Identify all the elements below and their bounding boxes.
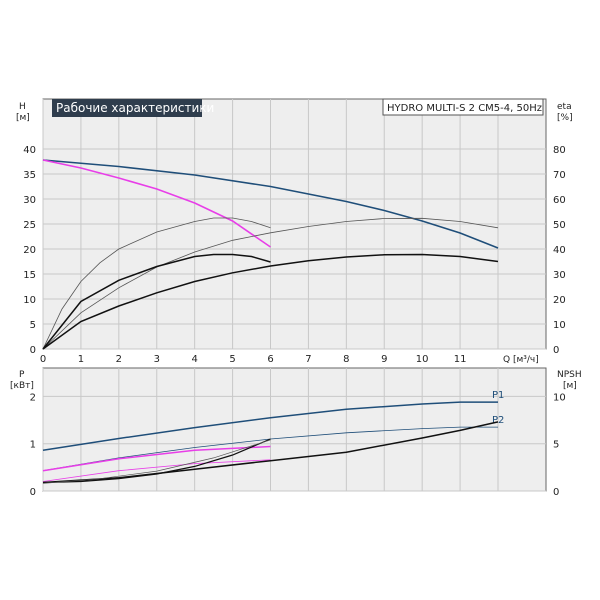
top-left-tick-label: 40 <box>23 145 36 156</box>
x-tick-label: 11 <box>454 354 467 365</box>
x-tick-label: 10 <box>416 354 429 365</box>
top-right-tick-label: 60 <box>553 195 566 206</box>
bottom-ticks: 0 1 2 0 5 10 <box>30 392 566 498</box>
top-left-tick-label: 20 <box>23 245 36 256</box>
top-series-line-5 <box>42 253 499 350</box>
bottom-series-line-5 <box>42 438 271 484</box>
top-grid <box>42 99 546 350</box>
x-tick-label: 5 <box>229 354 235 365</box>
top-series-line-0 <box>42 159 499 249</box>
top-left-tick-label: 5 <box>30 320 36 331</box>
top-right-tick-label: 10 <box>553 320 566 331</box>
x-tick-label: 3 <box>154 354 160 365</box>
bottom-right-tick-label: 10 <box>553 392 566 403</box>
model-label-box <box>382 98 544 116</box>
top-series-line-1 <box>42 159 271 248</box>
top-left-tick-label: 35 <box>23 170 36 181</box>
x-tick-label: 1 <box>78 354 84 365</box>
bottom-series-line-4 <box>42 421 499 484</box>
series-label-p1: P1 <box>492 390 504 401</box>
top-right-tick-label: 20 <box>553 295 566 306</box>
x-tick-label: 0 <box>40 354 46 365</box>
top-right-tick-label: 40 <box>553 245 566 256</box>
bottom-grid <box>42 368 546 492</box>
left-axis-unit-top: [м] <box>16 113 30 123</box>
bottom-series-line-2 <box>42 445 271 472</box>
bottom-series-line-0 <box>42 401 498 452</box>
top-series <box>42 159 499 350</box>
top-series-line-4 <box>42 253 271 350</box>
top-ticks: 0 5 10 15 20 25 30 35 40 0 10 20 30 40 50 60 70 80 0 1 2 3 4 5 6… <box>23 145 565 365</box>
left-axis-unit-bottom: [кВт] <box>10 381 34 391</box>
bottom-left-tick-label: 2 <box>30 392 36 403</box>
bottom-series: P1 P2 <box>42 390 504 484</box>
x-tick-label: 2 <box>116 354 122 365</box>
top-right-tick-label: 0 <box>553 345 559 356</box>
top-right-tick-label: 30 <box>553 270 566 281</box>
model-label: HYDRO MULTI-S 2 CM5-4, 50Hz <box>387 103 542 114</box>
left-axis-title-bottom: P <box>19 370 25 380</box>
bottom-series-line-6 <box>42 439 271 484</box>
right-axis-unit-bottom: [м] <box>563 381 577 391</box>
top-right-tick-label: 50 <box>553 220 566 231</box>
right-axis-title-top: eta <box>557 102 572 112</box>
top-left-tick-label: 25 <box>23 220 36 231</box>
bottom-left-tick-label: 0 <box>30 487 36 498</box>
x-tick-label: 8 <box>343 354 349 365</box>
x-tick-label: 7 <box>305 354 311 365</box>
bottom-right-tick-label: 5 <box>553 440 559 451</box>
right-axis-unit-top: [%] <box>557 113 573 123</box>
top-left-tick-label: 15 <box>23 270 36 281</box>
bottom-series-line-3 <box>42 459 271 482</box>
top-series-line-3 <box>42 217 499 350</box>
x-tick-label: 4 <box>191 354 197 365</box>
top-right-tick-label: 80 <box>553 145 566 156</box>
x-tick-label: 9 <box>381 354 387 365</box>
bottom-left-tick-label: 1 <box>30 440 36 451</box>
x-axis-title: Q [м³/ч] <box>503 355 539 365</box>
top-left-tick-label: 30 <box>23 195 36 206</box>
chart-title: Рабочие характеристики <box>56 101 214 115</box>
series-label-p2: P2 <box>492 415 504 426</box>
top-right-tick-label: 70 <box>553 170 566 181</box>
top-left-tick-label: 10 <box>23 295 36 306</box>
left-axis-title-top: H <box>19 102 26 112</box>
right-axis-title-bottom: NPSH <box>557 370 582 380</box>
top-series-line-2 <box>42 217 271 350</box>
x-tick-label: 6 <box>267 354 273 365</box>
bottom-right-tick-label: 0 <box>553 487 559 498</box>
chart-title-box <box>52 99 202 117</box>
top-left-tick-label: 0 <box>30 345 36 356</box>
bottom-series-line-1 <box>42 426 498 472</box>
